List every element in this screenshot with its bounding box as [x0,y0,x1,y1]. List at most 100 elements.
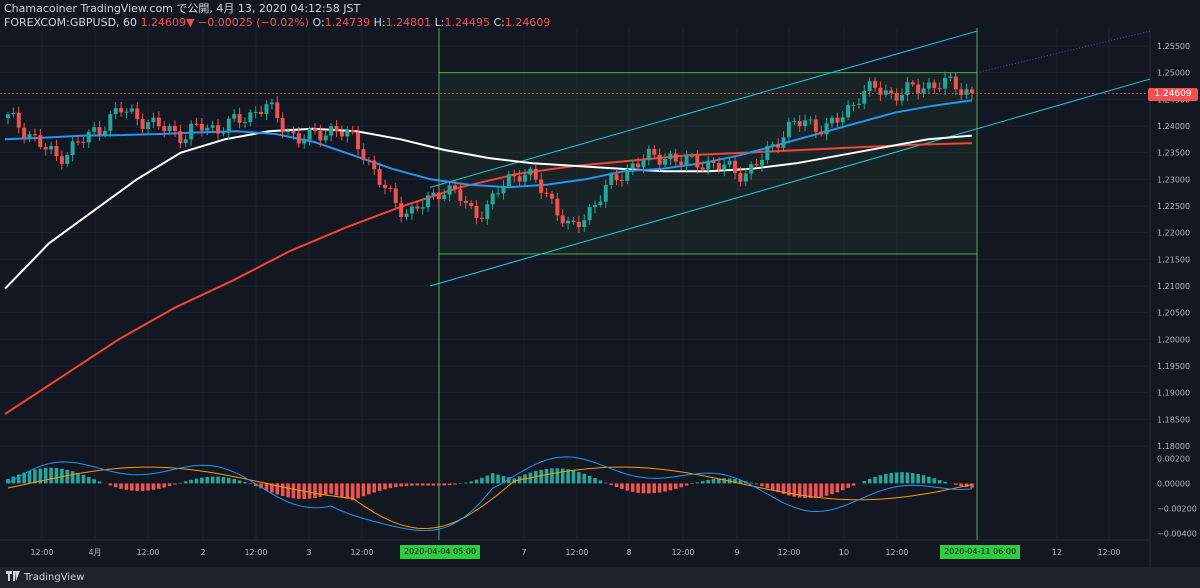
candle-body [733,160,738,173]
macd-histogram-bar [711,479,716,484]
candle-body [415,206,420,209]
macd-histogram-bar [108,483,113,486]
y-tick-label: 1.22000 [1157,229,1190,238]
macd-histogram-bar [350,483,355,501]
candle-body [786,121,791,138]
macd-histogram-bar [33,469,37,484]
candle-body [485,204,490,219]
candle-body [404,213,409,217]
candle-body [307,128,312,140]
macd-histogram-bar [259,483,263,489]
candle-body [194,123,199,125]
signal-line [7,466,973,530]
macd-histogram-bar [803,483,807,498]
candle-body [11,112,16,115]
macd-histogram-bar [851,483,856,486]
macd-histogram-bar [533,471,538,484]
open-value: 1.24739 [324,16,371,29]
macd-histogram-bar [135,483,140,491]
candle-body [479,217,484,219]
candle-body [356,132,361,150]
candle-body [959,89,964,95]
channel-lower [429,78,1151,287]
macd-histogram-bar [119,483,123,489]
candle-body [490,193,495,205]
candle-body [716,162,721,170]
candle-body [221,132,226,134]
candle-body [738,172,743,182]
y-tick-label: 1.19500 [1157,362,1190,371]
macd-histogram-bar [614,483,619,488]
y-tick-label: 1.21000 [1157,282,1190,291]
candle-body [916,84,921,94]
macd-histogram-bar [690,483,694,484]
candle-body [641,160,646,168]
candle-body [178,131,183,144]
macd-histogram-bar [550,468,554,484]
candle-body [393,188,398,204]
macd-histogram-bar [16,474,21,484]
candle-body [189,123,194,140]
candle-body [797,121,802,127]
candle-body [743,173,748,182]
macd-histogram-bar [453,483,457,485]
macd-histogram-bar [178,482,183,484]
macd-histogram-bar [754,483,759,485]
macd-histogram-bar [156,483,161,489]
candle-body [754,164,759,166]
macd-histogram-bar [797,483,802,498]
ma-red-line [4,142,973,415]
candle-body [183,139,188,144]
candle-body [436,192,441,199]
x-tick-label: 12:00 [1097,548,1120,557]
macd-histogram-bar [253,483,258,487]
macd-histogram-bar [38,468,43,484]
macd-histogram-bar [420,483,425,486]
candle-body [539,179,544,193]
macd-histogram-bar [560,468,565,484]
candle-body [899,94,904,101]
macd-histogram-bar [140,483,145,491]
candle-body [409,206,414,214]
y-tick-label: 1.19000 [1157,389,1190,398]
candle-body [97,127,102,135]
macd-histogram-bar [227,477,231,484]
candle-body [657,154,662,165]
candle-body [259,111,264,114]
ma-blue-line [4,99,973,189]
y-tick-label: 1.25000 [1157,69,1190,78]
candle-body [339,131,344,137]
candle-body [706,160,711,170]
macd-histogram-bar [884,473,888,484]
candle-body [711,160,716,163]
macd-histogram-bar [905,472,910,484]
candle-body [210,125,215,128]
candle-body [646,148,651,161]
macd-histogram-bar [889,472,894,484]
macd-histogram-bar [808,483,813,499]
macd-histogram-bar [480,477,484,484]
macd-histogram-bar [954,483,958,485]
macd-histogram-bar [27,470,32,484]
macd-histogram-bar [582,473,587,484]
candle-body [630,163,635,169]
time-label-start: 2020-04-04 05:00 [400,545,481,559]
candle-body [636,163,641,168]
candle-body [452,185,457,190]
macd-histogram-bar [383,483,387,490]
macd-histogram-bar [910,473,915,484]
candle-body [819,131,824,135]
candle-body [350,130,355,133]
candle-body [700,167,705,170]
macd-histogram-bar [415,483,420,486]
macd-histogram-bar [334,483,339,496]
macd-histogram-bar [162,483,166,488]
candle-body [302,139,307,144]
x-tick-label: 12:00 [244,548,267,557]
x-tick-label: 12:00 [136,548,159,557]
macd-tick-label: 0.00200 [1157,454,1190,463]
candle-body [803,120,808,127]
candle-body [593,205,598,208]
macd-histogram-bar [81,474,86,484]
